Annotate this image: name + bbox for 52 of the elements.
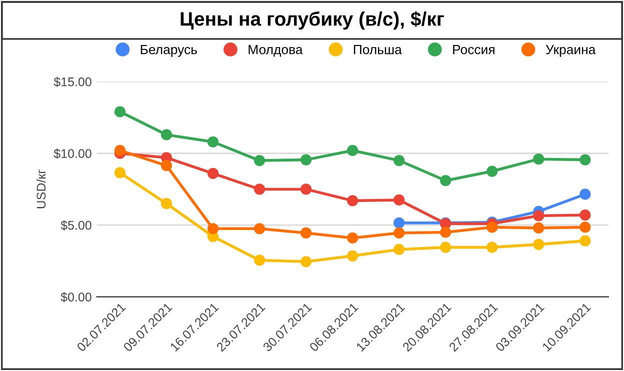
point xyxy=(394,194,405,206)
y-tick-label: $10.00 xyxy=(54,148,92,159)
point xyxy=(533,238,544,250)
point xyxy=(394,154,405,166)
point xyxy=(114,106,126,118)
point xyxy=(254,223,266,234)
point xyxy=(533,210,544,222)
point xyxy=(486,242,498,253)
point xyxy=(440,226,452,238)
point xyxy=(254,154,266,166)
point xyxy=(580,222,591,233)
point xyxy=(160,129,172,140)
point xyxy=(533,154,544,165)
point xyxy=(580,154,591,166)
point xyxy=(347,250,358,262)
point xyxy=(580,209,591,221)
point xyxy=(394,227,405,239)
point xyxy=(300,227,312,239)
point xyxy=(300,184,312,195)
legend-label: Беларусь xyxy=(140,45,197,57)
point xyxy=(207,136,219,148)
point xyxy=(486,166,498,177)
y-axis-title: USD/кг xyxy=(36,170,46,208)
point xyxy=(394,244,405,256)
point xyxy=(347,195,358,206)
point xyxy=(207,223,219,234)
point xyxy=(394,217,405,228)
point xyxy=(580,235,591,246)
y-tick-label: $5.00 xyxy=(60,220,92,230)
legend-label: Польша xyxy=(354,45,402,54)
chart-title: Цены на голубику (в/с), $/кг xyxy=(180,11,444,30)
point xyxy=(114,167,126,178)
point xyxy=(486,222,498,233)
legend-label: Украина xyxy=(546,45,596,57)
point xyxy=(160,198,172,210)
point xyxy=(347,232,358,244)
point xyxy=(207,168,219,179)
point xyxy=(254,184,266,195)
point xyxy=(114,144,126,156)
point xyxy=(160,160,172,172)
y-tick-label: $0.00 xyxy=(60,292,92,302)
point xyxy=(440,242,452,253)
point xyxy=(347,144,358,156)
point xyxy=(254,254,266,266)
point xyxy=(440,175,452,186)
point xyxy=(300,154,312,166)
point xyxy=(533,222,544,234)
legend-label: Россия xyxy=(453,45,494,54)
point xyxy=(300,256,312,268)
point xyxy=(580,188,591,200)
legend-label: Молдова xyxy=(248,45,303,57)
y-tick-label: $15.00 xyxy=(54,76,92,88)
